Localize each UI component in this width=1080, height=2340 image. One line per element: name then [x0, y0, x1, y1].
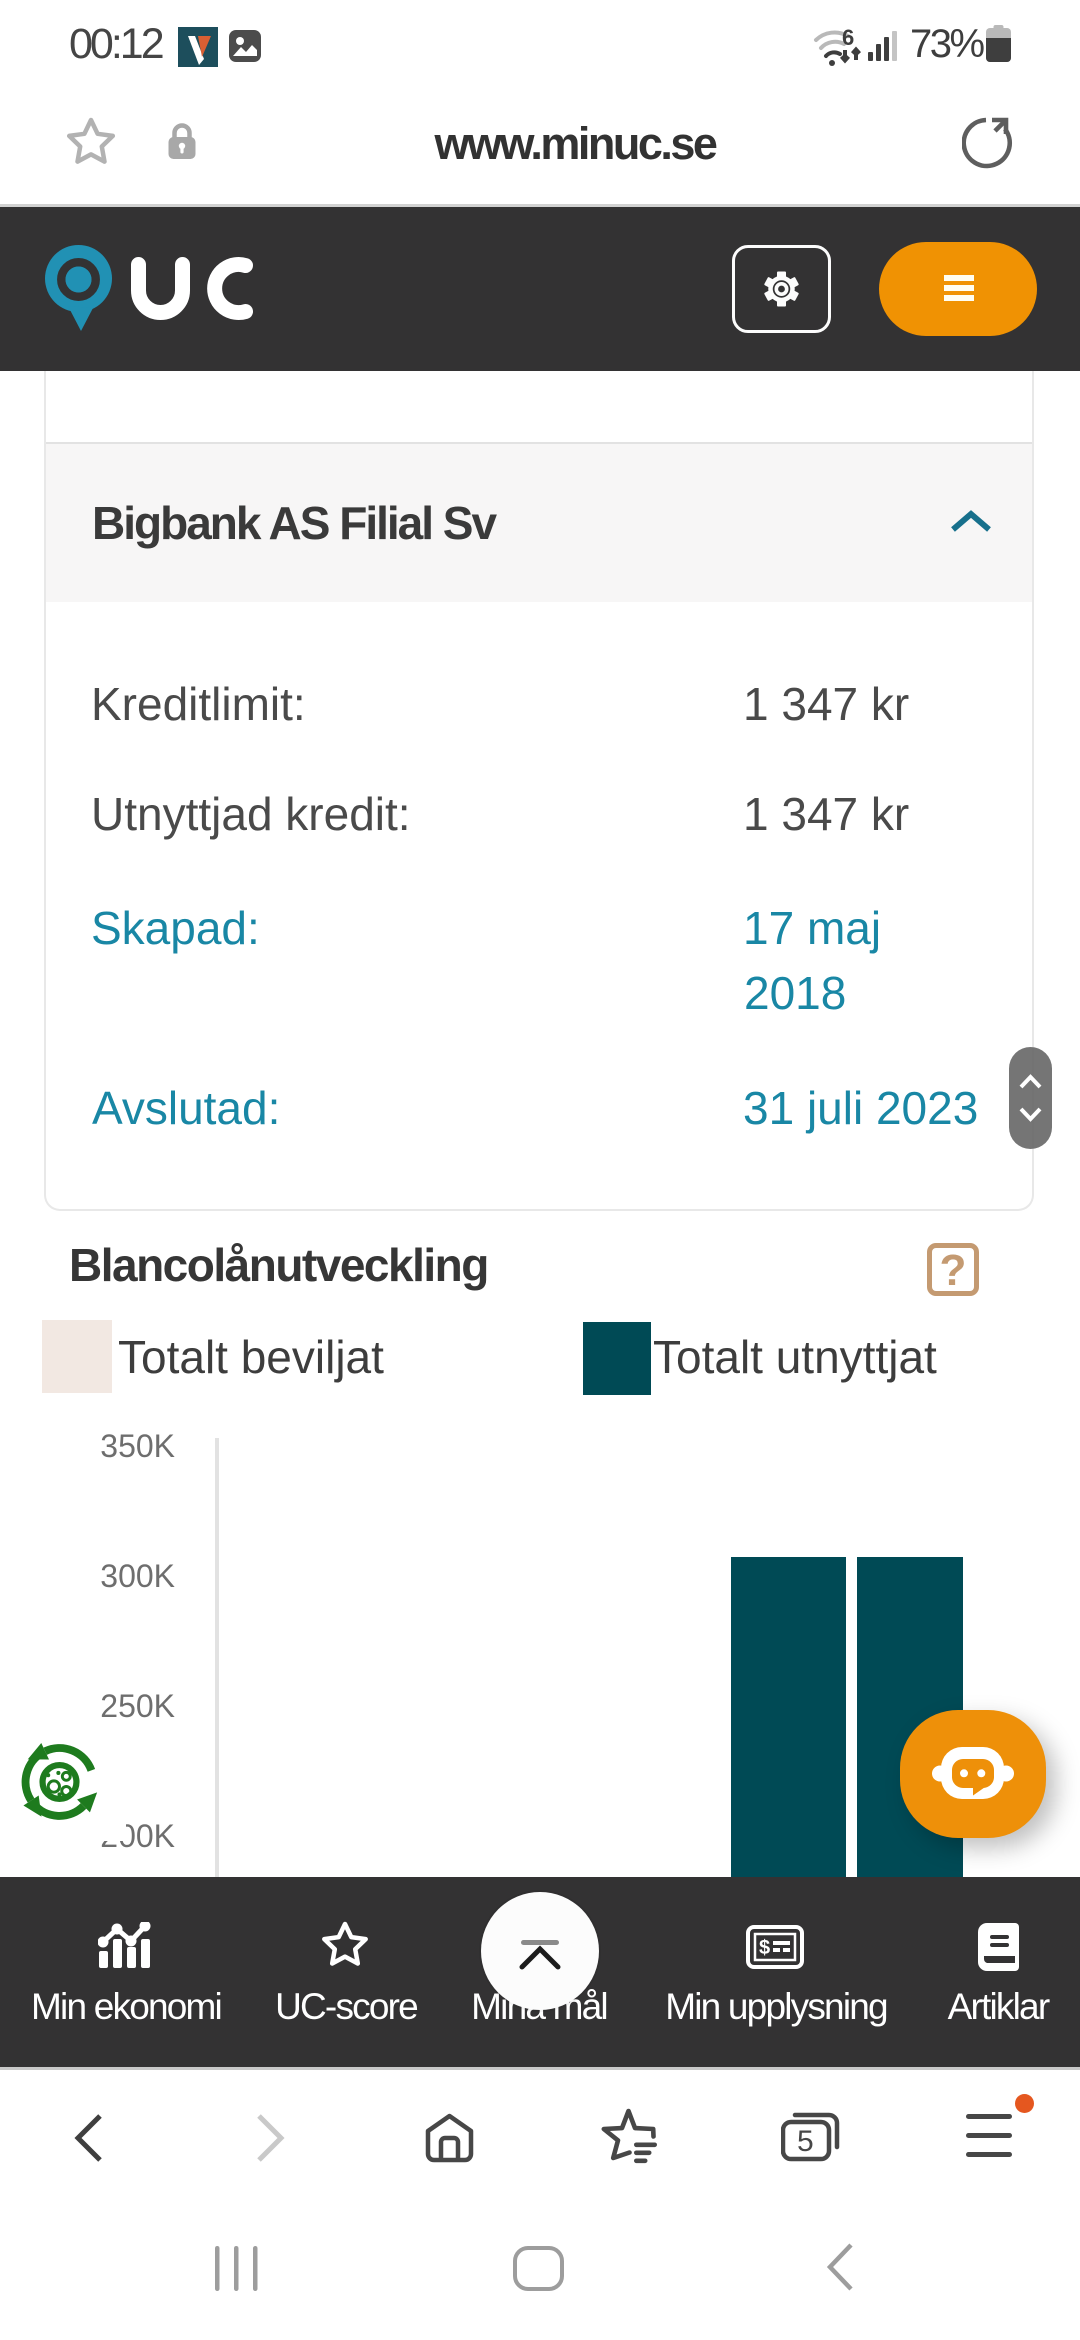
svg-text:6: 6: [842, 27, 854, 50]
svg-text:5: 5: [797, 2125, 814, 2158]
svg-text:$: $: [759, 1937, 770, 1959]
